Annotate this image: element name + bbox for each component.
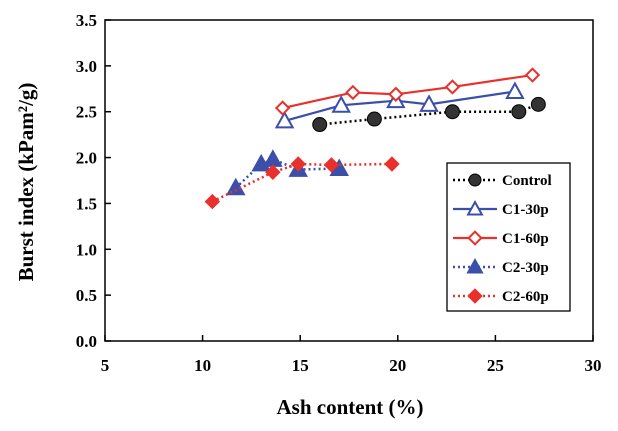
data-point-c1-60p <box>444 79 461 95</box>
legend-label: C1-30p <box>502 202 549 218</box>
legend-item-control: Control <box>453 173 552 189</box>
y-axis-ticks: 0.0 0.5 1.0 1.5 2.0 2.5 3.0 3.5 <box>76 11 111 351</box>
y-tick-label: 2.0 <box>76 149 97 168</box>
series-c2-60p <box>204 156 400 210</box>
data-point-c1-30p <box>331 95 351 113</box>
data-point-c1-60p <box>388 86 404 103</box>
y-tick-label: 2.5 <box>76 103 97 122</box>
y-tick-label: 0.0 <box>76 332 97 351</box>
data-point-c2-60p <box>384 156 400 172</box>
series-line-c2-30p <box>234 158 340 189</box>
x-axis-title: Ash content (%) <box>277 395 424 419</box>
data-point-c2-30p <box>263 149 283 167</box>
y-tick-label: 1.5 <box>76 194 97 213</box>
y-tick-label: 3.0 <box>76 57 97 76</box>
y-tick-label: 1.0 <box>76 240 97 259</box>
series-c2-30p <box>226 149 349 196</box>
data-point-c1-60p <box>274 100 291 116</box>
data-point-c1-30p <box>505 81 525 99</box>
legend-label: Control <box>502 173 552 189</box>
data-point-control <box>511 104 527 120</box>
data-point-c2-60p <box>290 156 306 172</box>
data-point-control <box>366 111 382 127</box>
legend-item-c2-30p: C2-30p <box>453 258 549 276</box>
legend-label: C1-60p <box>502 231 549 247</box>
data-point-c1-60p <box>345 84 361 101</box>
x-tick-label: 10 <box>194 356 211 375</box>
data-point-c1-30p <box>419 94 439 112</box>
legend-swatch-marker <box>467 230 483 246</box>
x-tick-label: 15 <box>292 356 309 375</box>
series-c1-60p <box>274 67 541 116</box>
x-tick-label: 5 <box>101 356 110 375</box>
x-tick-label: 25 <box>487 356 504 375</box>
plot-frame <box>104 19 594 342</box>
legend-label: C2-30p <box>502 260 549 276</box>
y-tick-label: 3.5 <box>76 11 97 30</box>
legend-swatch-marker <box>466 200 484 216</box>
data-point-c2-60p <box>323 157 340 173</box>
data-point-c2-60p <box>204 193 221 210</box>
legend-swatch-marker <box>466 258 484 274</box>
legend-swatch-marker <box>467 288 483 304</box>
data-point-control <box>444 104 460 120</box>
x-tick-label: 30 <box>585 356 602 375</box>
legend-label: C2-60p <box>502 289 549 305</box>
series-layer <box>204 67 546 210</box>
y-axis-title: Burst index (kPam²/g) <box>14 83 38 282</box>
data-point-control <box>312 117 328 133</box>
legend-item-c1-60p: C1-60p <box>453 230 549 247</box>
data-point-c2-60p <box>265 164 281 180</box>
series-control <box>312 96 546 133</box>
data-point-c1-30p <box>274 110 295 129</box>
x-tick-label: 20 <box>389 356 406 375</box>
data-point-c1-60p <box>524 67 541 83</box>
legend-swatch-marker <box>468 173 482 187</box>
plot-area-border <box>104 19 594 342</box>
y-tick-label: 0.5 <box>76 286 97 305</box>
x-axis-ticks: 5 10 15 20 25 30 <box>101 335 602 375</box>
legend-item-c2-60p: C2-60p <box>453 288 549 305</box>
legend: Control C1-30p C1-60p C2-30p C2-60p <box>446 162 571 312</box>
data-point-control <box>530 96 546 112</box>
legend-item-c1-30p: C1-30p <box>453 200 549 218</box>
